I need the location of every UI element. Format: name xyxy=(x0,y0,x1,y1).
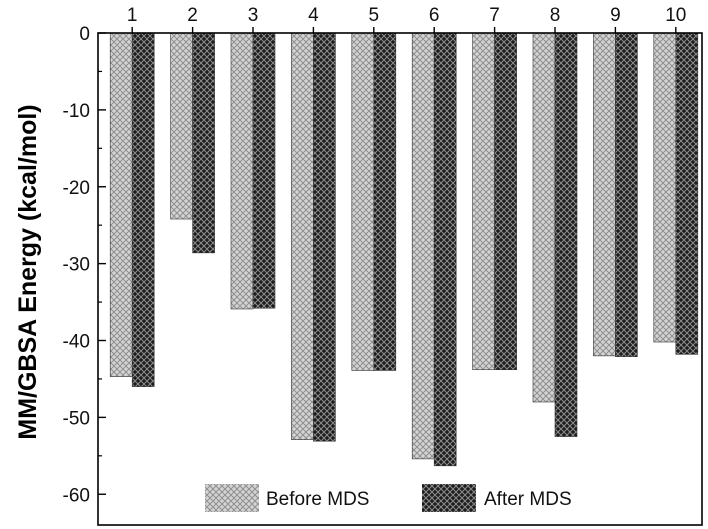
bar-after-8 xyxy=(554,32,578,437)
y-axis: 0 -10 -20 -30 -40 -50 -60 xyxy=(63,24,106,506)
x-category-label: 10 xyxy=(665,5,686,26)
bar-before-3 xyxy=(230,32,254,310)
y-tick-label: 0 xyxy=(79,24,90,45)
y-tick-label: -30 xyxy=(63,255,90,276)
x-category-label: 7 xyxy=(489,5,500,26)
bar-before-1 xyxy=(109,32,133,377)
x-axis: 1 2 3 4 5 6 7 8 9 10 xyxy=(127,5,686,33)
bar-before-7 xyxy=(472,32,495,371)
x-category-label: 6 xyxy=(429,5,440,26)
bar-before-9 xyxy=(593,32,616,357)
legend-label-before-mds: Before MDS xyxy=(266,489,369,510)
x-category-label: 1 xyxy=(127,5,138,26)
y-tick-label: -20 xyxy=(63,178,90,199)
y-tick-label: -10 xyxy=(63,101,90,122)
y-axis-label: MM/GBSA Energy (kcal/mol) xyxy=(14,104,42,439)
x-category-label: 4 xyxy=(308,5,319,26)
bar-after-5 xyxy=(373,32,397,371)
bar-after-6 xyxy=(433,32,457,467)
y-tick-label: -50 xyxy=(63,408,90,429)
bar-before-5 xyxy=(351,32,375,371)
x-category-label: 5 xyxy=(369,5,380,26)
bar-before-4 xyxy=(291,32,314,440)
x-category-label: 2 xyxy=(187,5,198,26)
bar-before-6 xyxy=(411,32,435,460)
bar-after-3 xyxy=(252,32,276,309)
bar-after-9 xyxy=(615,32,638,357)
bar-before-8 xyxy=(532,32,556,403)
x-category-label: 8 xyxy=(550,5,561,26)
legend-swatch-before-mds xyxy=(205,484,259,512)
legend: Before MDS After MDS xyxy=(205,484,572,512)
bar-after-1 xyxy=(131,32,155,387)
bar-after-10 xyxy=(675,32,699,355)
plot-frame xyxy=(97,32,703,526)
bar-after-2 xyxy=(192,32,215,254)
y-tick-label: -40 xyxy=(63,332,90,353)
bars-layer xyxy=(109,32,699,467)
legend-label-after-mds: After MDS xyxy=(484,489,572,510)
bar-after-7 xyxy=(494,32,517,371)
bar-before-10 xyxy=(653,32,677,343)
bar-before-2 xyxy=(170,32,193,220)
x-category-label: 3 xyxy=(248,5,259,26)
x-category-label: 9 xyxy=(610,5,621,26)
y-tick-label: -60 xyxy=(63,485,90,506)
legend-swatch-after-mds xyxy=(422,484,476,512)
bar-after-4 xyxy=(313,32,336,442)
